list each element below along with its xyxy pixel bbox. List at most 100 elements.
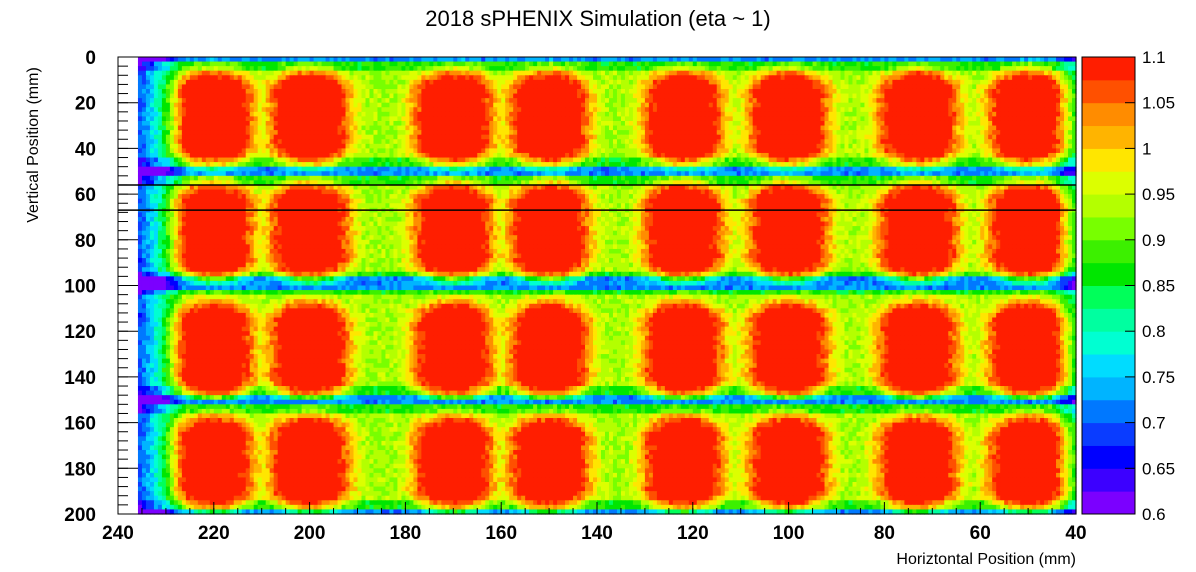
heatmap-cell — [792, 130, 798, 136]
heatmap-cell — [405, 125, 410, 131]
heatmap-cell — [688, 98, 694, 104]
heatmap-cell — [185, 61, 191, 67]
heatmap-cell — [868, 84, 874, 90]
heatmap-cell — [768, 143, 774, 149]
heatmap-cell — [848, 102, 854, 108]
heatmap-cell — [245, 152, 251, 159]
heatmap-cell — [429, 125, 434, 131]
heatmap-cell — [305, 120, 311, 127]
heatmap-cell — [988, 79, 993, 86]
heatmap-cell — [337, 107, 343, 113]
heatmap-cell — [824, 102, 830, 108]
heatmap-cell — [924, 139, 929, 145]
heatmap-cell — [924, 130, 929, 136]
heatmap-cell — [1020, 79, 1025, 86]
heatmap-cell — [704, 98, 710, 104]
heatmap-cell — [760, 107, 766, 113]
heatmap-cell — [525, 98, 530, 104]
heatmap-cell — [397, 139, 403, 145]
heatmap-cell — [341, 148, 347, 154]
heatmap-cell — [600, 102, 606, 108]
heatmap-cell — [521, 98, 526, 104]
heatmap-cell — [728, 84, 734, 90]
heatmap-cell — [944, 70, 949, 76]
heatmap-cell — [876, 61, 882, 67]
heatmap-cell — [309, 88, 315, 95]
heatmap-cell — [740, 120, 746, 127]
heatmap-cell — [888, 116, 893, 122]
heatmap-cell — [485, 98, 490, 104]
heatmap-cell — [724, 93, 730, 99]
heatmap-cell — [421, 130, 426, 136]
heatmap-cell — [940, 107, 945, 113]
heatmap-cell — [908, 75, 913, 81]
heatmap-cell — [1036, 75, 1041, 81]
heatmap-cell — [1008, 120, 1013, 127]
heatmap-cell — [513, 84, 518, 90]
heatmap-cell — [157, 70, 163, 76]
heatmap-cell — [640, 79, 646, 86]
heatmap-cell — [836, 98, 842, 104]
heatmap-cell — [501, 102, 506, 108]
heatmap-cell — [297, 116, 303, 122]
heatmap-cell — [185, 88, 191, 95]
heatmap-cell — [616, 61, 622, 67]
heatmap-cell — [1004, 93, 1009, 99]
heatmap-cell — [589, 111, 594, 118]
heatmap-cell — [948, 102, 953, 108]
heatmap-cell — [493, 107, 498, 113]
heatmap-cell — [720, 70, 726, 76]
heatmap-cell — [712, 70, 718, 76]
heatmap-cell — [285, 148, 291, 154]
heatmap-cell — [920, 134, 925, 140]
heatmap-cell — [620, 102, 626, 108]
heatmap-cell — [181, 98, 187, 104]
heatmap-cell — [137, 139, 143, 145]
heatmap-cell — [565, 93, 570, 99]
heatmap-cell — [593, 139, 598, 145]
heatmap-cell — [505, 120, 510, 127]
heatmap-cell — [648, 75, 654, 81]
heatmap-cell — [948, 70, 953, 76]
heatmap-cell — [1020, 116, 1025, 122]
heatmap-cell — [273, 111, 279, 118]
heatmap-cell — [241, 88, 247, 95]
heatmap-cell — [680, 79, 686, 86]
heatmap-cell — [1024, 102, 1029, 108]
heatmap-cell — [537, 120, 542, 127]
heatmap-cell — [413, 139, 418, 145]
heatmap-cell — [417, 93, 422, 99]
heatmap-cell — [237, 139, 243, 145]
heatmap-cell — [529, 107, 534, 113]
heatmap-cell — [968, 98, 973, 104]
heatmap-cell — [844, 130, 850, 136]
heatmap-cell — [952, 107, 957, 113]
heatmap-cell — [800, 139, 806, 145]
heatmap-cell — [449, 79, 454, 86]
heatmap-cell — [964, 79, 969, 86]
heatmap-cell — [664, 143, 670, 149]
heatmap-cell — [860, 148, 866, 154]
heatmap-cell — [277, 57, 283, 63]
heatmap-cell — [788, 66, 794, 72]
heatmap-cell — [936, 134, 941, 140]
heatmap-cell — [800, 79, 806, 86]
heatmap-cell — [944, 107, 949, 113]
heatmap-cell — [664, 116, 670, 122]
heatmap-cell — [920, 75, 925, 81]
heatmap-cell — [233, 116, 239, 122]
heatmap-cell — [293, 84, 299, 90]
heatmap-cell — [768, 88, 774, 95]
heatmap-cell — [461, 66, 466, 72]
heatmap-cell — [644, 66, 650, 72]
heatmap-cell — [413, 70, 418, 76]
heatmap-cell — [832, 134, 838, 140]
heatmap-cell — [473, 70, 478, 76]
heatmap-cell — [904, 111, 909, 118]
heatmap-cell — [485, 120, 490, 127]
heatmap-cell — [537, 102, 542, 108]
heatmap-cell — [1036, 70, 1041, 76]
heatmap-cell — [289, 84, 295, 90]
heatmap-cell — [225, 57, 231, 63]
heatmap-cell — [964, 70, 969, 76]
